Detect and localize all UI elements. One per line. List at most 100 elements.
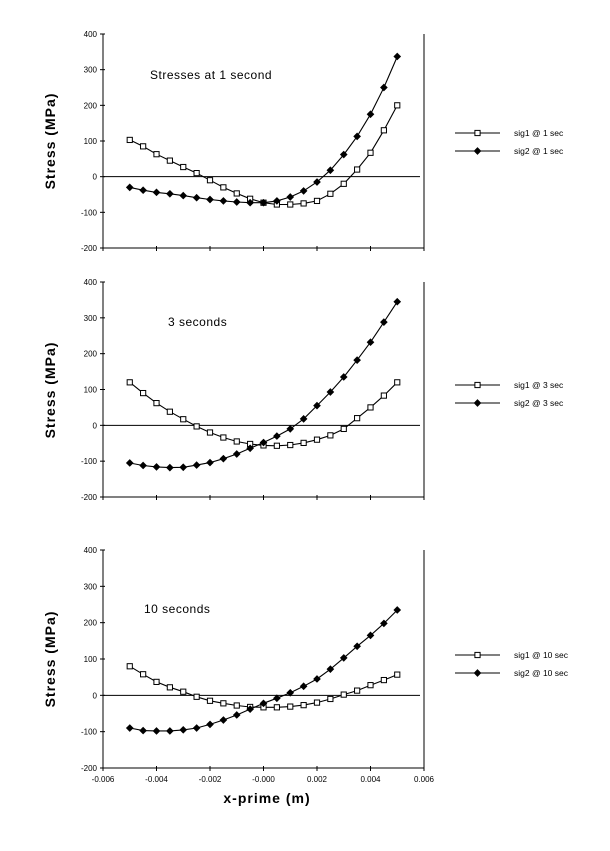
x-tick-label: 0.006 xyxy=(414,775,435,784)
data-point xyxy=(166,189,174,198)
data-point xyxy=(126,379,133,386)
legend-item: sig1 @ 10 sec xyxy=(455,650,569,660)
data-point xyxy=(206,429,214,436)
data-point xyxy=(366,110,375,119)
data-point xyxy=(152,188,161,197)
panel-annotation: 3 seconds xyxy=(168,315,227,329)
data-point xyxy=(246,198,254,207)
data-point xyxy=(367,404,374,411)
data-point xyxy=(354,687,361,694)
data-point xyxy=(287,441,294,449)
data-point xyxy=(313,401,321,410)
data-point xyxy=(192,724,201,732)
y-tick-label: 200 xyxy=(84,619,98,628)
data-point xyxy=(125,459,134,467)
panel-3-seconds: 3 seconds Stress (MPa) -200 -100 0 100 200 30… xyxy=(42,278,564,502)
data-point xyxy=(220,700,227,707)
data-point xyxy=(219,454,228,463)
data-point xyxy=(152,463,161,471)
legend-label: sig1 @ 10 sec xyxy=(514,650,569,660)
y-tick-label: -200 xyxy=(81,244,98,253)
legend-item: sig1 @ 3 sec xyxy=(455,380,564,390)
y-tick-label: 300 xyxy=(84,66,98,75)
y-tick-label: 100 xyxy=(84,386,98,395)
data-point xyxy=(153,678,160,685)
y-axis-title: Stress (MPa) xyxy=(42,611,58,708)
data-point xyxy=(233,702,240,709)
data-point xyxy=(299,187,308,195)
data-point xyxy=(232,198,241,206)
data-point xyxy=(313,436,321,443)
data-point xyxy=(220,184,227,191)
legend-label: sig2 @ 1 sec xyxy=(514,146,564,156)
data-point xyxy=(339,654,348,662)
y-tick-label: -200 xyxy=(81,493,98,502)
data-point xyxy=(380,83,388,92)
y-tick-label: 0 xyxy=(93,421,98,430)
panel-annotation: Stresses at 1 second xyxy=(150,68,272,82)
data-point xyxy=(179,191,188,200)
data-point xyxy=(140,389,147,397)
legend-marker xyxy=(474,381,481,389)
y-tick-label: -100 xyxy=(81,457,98,466)
data-point xyxy=(219,197,228,205)
y-tick-label: 300 xyxy=(84,582,98,591)
data-point xyxy=(354,166,361,173)
data-point xyxy=(206,697,214,704)
data-point xyxy=(353,642,361,651)
legend-item: sig2 @ 1 sec xyxy=(455,146,564,156)
data-point xyxy=(287,201,294,208)
data-point xyxy=(393,606,402,614)
data-point xyxy=(273,442,280,449)
data-point xyxy=(140,143,147,150)
legend-label: sig2 @ 3 sec xyxy=(514,398,564,408)
data-point xyxy=(233,190,240,197)
data-point xyxy=(259,438,268,447)
x-tick-label: 0.002 xyxy=(307,775,328,784)
data-point xyxy=(180,688,187,695)
data-point xyxy=(193,423,200,430)
data-point xyxy=(394,102,401,109)
data-point xyxy=(166,408,173,415)
data-point xyxy=(206,195,214,204)
data-point xyxy=(326,166,335,175)
y-tick-label: 100 xyxy=(84,655,98,664)
data-point xyxy=(179,463,188,472)
panel-annotation: 10 seconds xyxy=(144,602,210,616)
data-point xyxy=(220,434,227,441)
data-point xyxy=(232,450,241,458)
data-point xyxy=(125,724,134,732)
data-point xyxy=(206,177,214,184)
data-point xyxy=(367,682,374,689)
data-point xyxy=(180,416,187,423)
y-tick-label: 400 xyxy=(84,30,98,39)
series-line xyxy=(129,609,398,732)
data-point xyxy=(367,149,374,156)
legend-label: sig1 @ 3 sec xyxy=(514,380,564,390)
series-sig2-10-sec xyxy=(125,606,402,735)
data-point xyxy=(179,726,188,734)
data-point xyxy=(286,425,295,433)
data-point xyxy=(286,688,295,697)
data-point xyxy=(327,432,334,439)
data-point xyxy=(153,151,160,158)
data-point xyxy=(300,702,307,709)
legend-marker xyxy=(473,399,482,407)
data-point xyxy=(192,461,201,469)
data-point xyxy=(354,415,361,422)
data-point xyxy=(246,444,254,453)
data-point xyxy=(340,691,347,698)
data-point xyxy=(299,415,308,423)
data-point xyxy=(180,163,187,171)
data-point xyxy=(353,356,361,364)
data-point xyxy=(340,425,347,433)
legend-item: sig1 @ 1 sec xyxy=(455,128,564,138)
data-point xyxy=(393,297,402,306)
series-sig2-3-sec xyxy=(125,297,402,472)
data-point xyxy=(340,180,347,187)
data-point xyxy=(193,693,200,700)
panel-1-second: Stresses at 1 second Stress (MPa) -200 -1… xyxy=(42,30,564,253)
data-point xyxy=(126,663,133,670)
x-tick-label: -0.004 xyxy=(145,775,168,784)
data-point xyxy=(246,705,254,713)
